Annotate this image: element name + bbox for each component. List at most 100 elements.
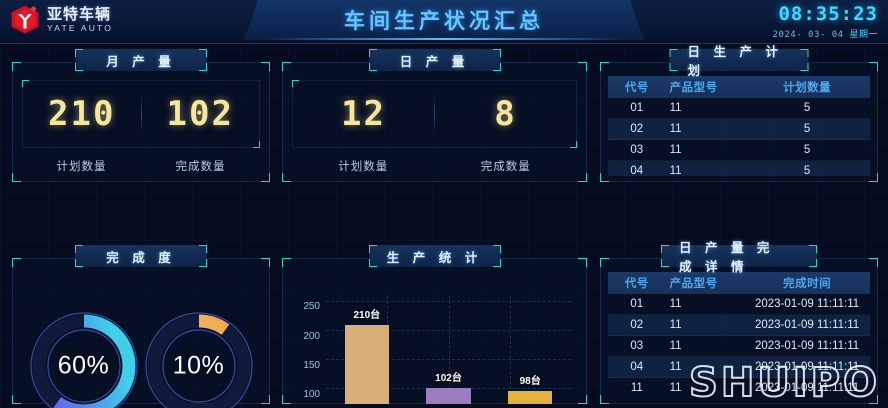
table-cell: 2023-01-09 11:11:11 bbox=[754, 319, 860, 331]
daily-output-frame bbox=[282, 62, 587, 182]
daily-detail-title-text: 日 产 量 完 成 详 情 bbox=[679, 241, 775, 274]
title-corner-icon bbox=[75, 245, 83, 253]
title-corner-icon bbox=[669, 49, 678, 57]
title-corner-icon bbox=[809, 259, 817, 267]
title-corner-icon bbox=[75, 63, 83, 71]
y-axis-tick-label: 250 bbox=[303, 301, 320, 313]
table-cell: 2023-01-09 11:11:11 bbox=[754, 340, 860, 352]
gridline-vertical bbox=[509, 296, 511, 404]
table-row[interactable]: 03 11 5 bbox=[608, 140, 870, 161]
title-corner-icon bbox=[492, 49, 501, 57]
table-header-row: 代号 产品型号 计划数量 bbox=[608, 76, 870, 98]
table-cell: 03 bbox=[630, 144, 644, 156]
gauge-value-label: 60% bbox=[57, 351, 110, 380]
gauge-ring-icon bbox=[29, 312, 138, 408]
production-bar-chart: 250 200 150 100 210台 102台 98台 bbox=[288, 274, 581, 404]
title-corner-icon bbox=[492, 245, 501, 253]
completion-title: 完 成 度 bbox=[75, 245, 207, 267]
bar-value-label: 102台 bbox=[435, 373, 462, 385]
corner-bracket-icon bbox=[292, 80, 299, 87]
monthly-planned-value: 210 bbox=[48, 94, 116, 134]
table-row[interactable]: 04 11 2023-01-09 11:11:11 bbox=[608, 357, 870, 378]
monthly-output-frame bbox=[12, 62, 270, 182]
logo-chinese-name: 亚特车辆 bbox=[47, 6, 112, 24]
table-cell: 5 bbox=[803, 165, 811, 176]
gauge-10: 10% bbox=[143, 310, 255, 408]
title-corner-icon bbox=[492, 259, 501, 267]
table-body: 01 11 5 02 11 5 03 11 5 04 11 5 bbox=[608, 98, 870, 176]
table-row[interactable]: 01 11 5 bbox=[608, 98, 870, 119]
daily-plan-table[interactable]: 代号 产品型号 计划数量 01 11 5 02 11 5 03 11 5 04 11 5 bbox=[608, 76, 870, 176]
table-row[interactable]: 02 11 5 bbox=[608, 119, 870, 140]
table-body: 01 11 2023-01-09 11:11:11 02 11 2023-01-09 11… bbox=[608, 294, 870, 398]
corner-bracket-icon bbox=[578, 173, 587, 182]
corner-bracket-icon bbox=[12, 173, 21, 182]
brand-logo: 亚特车辆 YATE AUTO bbox=[8, 4, 113, 36]
title-corner-icon bbox=[800, 49, 809, 57]
table-cell: 03 bbox=[630, 340, 644, 352]
corner-bracket-icon bbox=[22, 80, 29, 87]
daily-completed-label: 完成数量 bbox=[480, 161, 531, 173]
production-stats-title-text: 生 产 统 计 bbox=[386, 250, 483, 265]
daily-plan-title: 日 生 产 计 划 bbox=[669, 45, 809, 78]
table-cell: 2023-01-09 11:11:11 bbox=[754, 382, 860, 394]
daily-planned-label: 计划数量 bbox=[338, 161, 389, 173]
completion-gauges: 60% 10% bbox=[12, 258, 270, 408]
table-cell: 01 bbox=[630, 298, 644, 310]
bar-value-label: 210台 bbox=[353, 310, 381, 322]
monthly-planned-cell: 210 bbox=[23, 81, 141, 147]
title-corner-icon bbox=[368, 49, 377, 57]
table-row[interactable]: 02 11 2023-01-09 11:11:11 bbox=[608, 315, 870, 336]
corner-bracket-icon bbox=[261, 395, 270, 404]
gridline-horizontal: 200 bbox=[303, 330, 571, 341]
column-header-code: 代号 bbox=[624, 278, 649, 290]
daily-completed-cell: 8 bbox=[435, 81, 576, 147]
table-cell: 01 bbox=[630, 102, 644, 114]
corner-bracket-icon bbox=[261, 62, 270, 71]
table-cell: 11 bbox=[669, 382, 682, 394]
bar-210台[interactable]: 210台 bbox=[344, 310, 389, 404]
table-row[interactable]: 01 11 2023-01-09 11:11:11 bbox=[608, 294, 870, 315]
bar-98台[interactable]: 98台 bbox=[508, 376, 553, 404]
table-cell: 11 bbox=[669, 102, 682, 114]
table-row[interactable]: 04 11 5 bbox=[608, 161, 870, 176]
corner-bracket-icon bbox=[869, 173, 878, 182]
gridline-horizontal: 250 bbox=[303, 300, 571, 312]
yate-logo-icon bbox=[11, 5, 39, 34]
table-cell: 2023-01-09 11:11:11 bbox=[754, 361, 860, 373]
monthly-metric-inner-frame: 210 102 bbox=[22, 80, 260, 148]
corner-bracket-icon bbox=[578, 62, 587, 71]
clock-weekday: 星期一 bbox=[849, 30, 878, 40]
header-banner-shape bbox=[244, 0, 644, 40]
table-cell: 11 bbox=[669, 144, 682, 156]
daily-detail-table[interactable]: 代号 产品型号 完成时间 01 11 2023-01-09 11:11:11 02 11… bbox=[608, 272, 870, 398]
daily-planned-value: 12 bbox=[341, 94, 386, 134]
bar-102台[interactable]: 102台 bbox=[426, 373, 471, 404]
clock-widget: 08:35:23 2024- 03- 04 星期一 bbox=[773, 3, 878, 40]
monthly-metric-labels: 计划数量 完成数量 bbox=[22, 158, 260, 174]
gridline-vertical bbox=[448, 296, 450, 404]
clock-time: 08:35:23 bbox=[778, 3, 878, 25]
gauge-value-label: 10% bbox=[172, 351, 225, 380]
corner-bracket-icon bbox=[282, 62, 291, 71]
clock-date-text: 2024- 03- 04 bbox=[772, 30, 844, 40]
column-header-finish-time: 完成时间 bbox=[783, 278, 832, 290]
title-corner-icon bbox=[368, 259, 377, 267]
table-row[interactable]: 11 11 2023-01-09 11:11:11 bbox=[608, 378, 870, 398]
production-stats-title: 生 产 统 计 bbox=[368, 245, 501, 267]
column-header-model: 产品型号 bbox=[669, 278, 718, 290]
monthly-output-panel: 月 产 量 210 102 计划数量 完成数量 bbox=[12, 49, 270, 182]
table-row[interactable]: 03 11 2023-01-09 11:11:11 bbox=[608, 336, 870, 357]
completion-title-text: 完 成 度 bbox=[106, 250, 176, 265]
app-header: 亚特车辆 YATE AUTO 车间生产状况汇总 08:35:23 2024- 0… bbox=[0, 0, 888, 44]
metric-divider bbox=[140, 95, 142, 133]
y-axis-tick-label: 150 bbox=[303, 359, 320, 371]
column-header-model: 产品型号 bbox=[669, 82, 718, 94]
corner-bracket-icon bbox=[261, 173, 270, 182]
gauge-ring-icon bbox=[144, 312, 253, 408]
table-cell: 02 bbox=[630, 123, 644, 135]
title-corner-icon bbox=[199, 49, 207, 57]
y-axis-tick-label: 200 bbox=[303, 330, 320, 342]
monthly-completed-value: 102 bbox=[166, 94, 234, 134]
table-cell: 11 bbox=[669, 123, 682, 135]
